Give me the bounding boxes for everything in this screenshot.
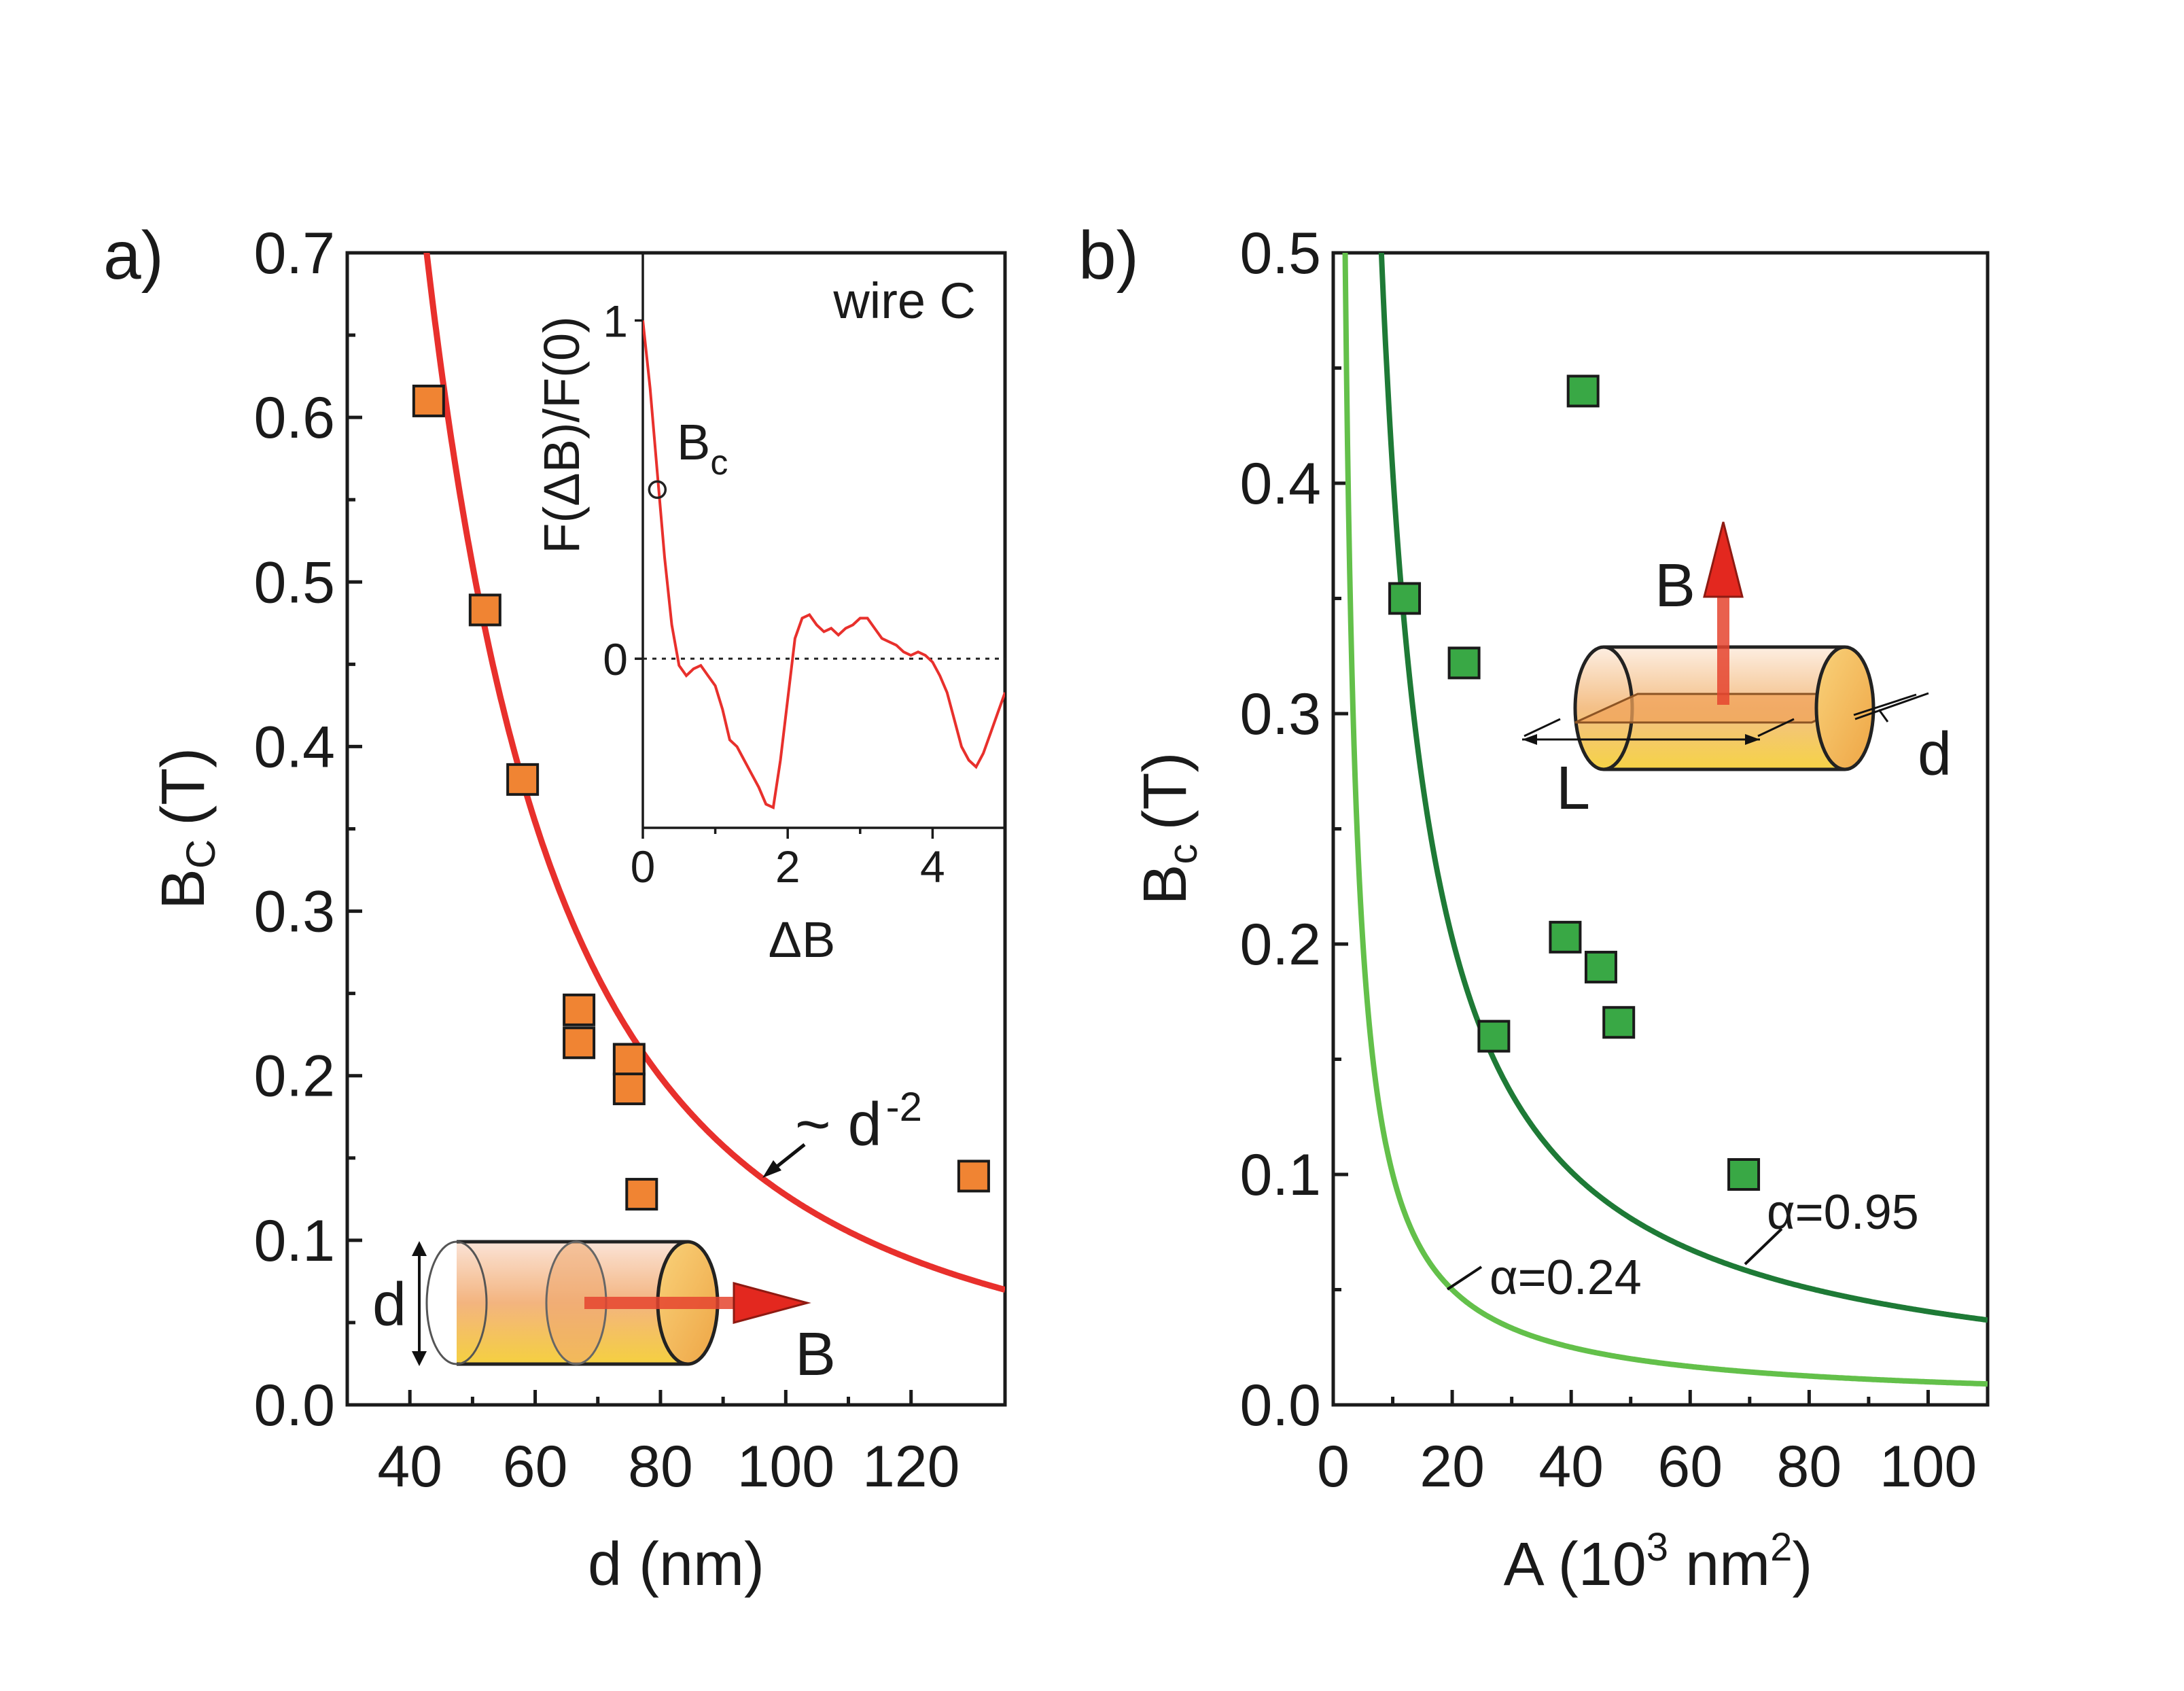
x-tick-label: 40 xyxy=(377,1434,442,1499)
panel-a-y-axis-title: BC(T) xyxy=(149,748,224,909)
panel-b-plot-frame xyxy=(1331,251,1990,1407)
data-point xyxy=(1602,1006,1636,1039)
data-point xyxy=(563,993,596,1026)
y-tick-label: 0.1 xyxy=(253,1208,335,1274)
y-tick-label: 0.2 xyxy=(253,1044,335,1109)
wire-b-field-shaft xyxy=(1717,595,1729,705)
inset-bc-label: Bc xyxy=(677,414,728,483)
data-point xyxy=(1549,920,1582,954)
alpha-024-leader xyxy=(1446,1266,1483,1291)
power-law-label: ~ d -2 xyxy=(795,1084,922,1159)
x-tick-label: 100 xyxy=(1880,1434,1977,1499)
y-tick-label: 0.4 xyxy=(253,714,335,780)
wire-b-field-arrow-icon xyxy=(1703,521,1744,598)
wire-a-field-shaft xyxy=(584,1297,734,1309)
data-point xyxy=(412,384,445,417)
wire-b-field-label: B xyxy=(1655,552,1695,620)
y-tick-label: 0.5 xyxy=(253,550,335,615)
y-tick-label: 0.3 xyxy=(253,879,335,945)
y-tick-label: 0.1 xyxy=(1239,1143,1321,1208)
diameter-b-dimension-icon xyxy=(1854,692,1929,720)
panel-a-wire-sketch: d B xyxy=(372,1240,836,1389)
inset-x-axis-title: ΔB xyxy=(769,911,836,968)
x-tick-label: 80 xyxy=(1777,1434,1842,1499)
wire-b-right-end xyxy=(1814,645,1875,771)
x-tick-label: 80 xyxy=(628,1434,693,1499)
inset-ticks: 0 2 4 0 1 xyxy=(603,296,945,892)
wire-b-diameter-label: d xyxy=(1918,720,1952,788)
x-tick-label: 120 xyxy=(862,1434,960,1499)
wire-a-left-end xyxy=(425,1240,488,1365)
data-point xyxy=(1447,646,1481,680)
data-point xyxy=(612,1073,646,1106)
wire-a-field-arrow-icon xyxy=(733,1282,811,1324)
wire-a-field-label: B xyxy=(795,1321,836,1389)
panel-b-wire-sketch: B L d xyxy=(1522,521,1952,822)
panel-b-y-axis-title: Bc(T) xyxy=(1131,752,1205,905)
panel-a-label: a) xyxy=(103,217,164,294)
x-tick-label: 60 xyxy=(503,1434,568,1499)
inset-x-tick-label: 4 xyxy=(920,841,945,892)
panel-b-label: b) xyxy=(1078,217,1139,294)
data-point xyxy=(612,1043,646,1076)
data-point xyxy=(468,593,501,627)
inset-y-tick-label: 0 xyxy=(603,634,628,684)
wire-a-diameter-label: d xyxy=(372,1271,406,1339)
panel-a-x-axis-title: d (nm) xyxy=(588,1531,764,1599)
inset-x-tick-label: 0 xyxy=(631,841,656,892)
inset-y-axis-title: F(ΔB)/F(0) xyxy=(533,316,590,553)
panel-a-markers xyxy=(412,384,990,1211)
y-tick-label: 0.0 xyxy=(1239,1373,1321,1438)
inset-bc-marker xyxy=(648,480,667,500)
y-tick-label: 0.5 xyxy=(1239,221,1321,286)
data-point xyxy=(1477,1019,1511,1053)
inset-x-tick-label: 2 xyxy=(775,841,800,892)
panel-b: b) 0.0 0.1 0.2 0.3 0.4 0.5 0 20 40 60 80 100 Bc(T)… xyxy=(1078,217,1990,1599)
wire-b-length-label: L xyxy=(1556,754,1590,822)
x-tick-label: 20 xyxy=(1420,1434,1485,1499)
alpha-095-leader xyxy=(1744,1227,1783,1266)
data-point xyxy=(957,1160,990,1193)
panel-b-x-axis-title: A (103 nm2) xyxy=(1504,1525,1813,1599)
power-law-arrowhead-icon xyxy=(762,1160,781,1178)
y-tick-label: 0.2 xyxy=(1239,912,1321,977)
data-point xyxy=(1727,1158,1761,1191)
inset-title: wire C xyxy=(832,273,976,329)
panel-a-inset: 0 2 4 0 1 Bc wire C F(ΔB)/F(0) ΔB xyxy=(533,253,1005,968)
y-tick-label: 0.4 xyxy=(1239,451,1321,517)
panel-a-power-law-annotation: ~ d -2 xyxy=(762,1084,922,1178)
x-tick-label: 40 xyxy=(1538,1434,1604,1499)
panel-a-fit-curve xyxy=(423,253,1005,1293)
panel-a: a) 0.00.10.20.30.40.50.60.7 40 60 80 100 120… xyxy=(103,217,1007,1599)
panel-b-markers xyxy=(1388,374,1761,1191)
x-tick-label: 0 xyxy=(1317,1434,1350,1499)
alpha-024-label: α=0.24 xyxy=(1490,1251,1642,1305)
data-point xyxy=(506,763,540,796)
panel-b-curve-alpha-024 xyxy=(1342,253,1988,1387)
panel-b-y-ticks: 0.0 0.1 0.2 0.3 0.4 0.5 xyxy=(1239,221,1348,1438)
panel-a-x-ticks: 40 60 80 100 120 xyxy=(377,1390,959,1499)
y-tick-label: 0.7 xyxy=(253,221,335,286)
inset-curve xyxy=(643,320,1005,810)
data-point xyxy=(625,1178,658,1211)
panel-b-curve-labels: α=0.95 α=0.24 xyxy=(1446,1185,1919,1305)
data-point xyxy=(563,1026,596,1060)
panel-b-x-ticks: 0 20 40 60 80 100 xyxy=(1317,1390,1977,1499)
data-point xyxy=(1584,950,1617,983)
y-tick-label: 0.3 xyxy=(1239,682,1321,747)
inset-y-tick-label: 1 xyxy=(603,296,628,347)
y-tick-label: 0.6 xyxy=(253,385,335,451)
data-point xyxy=(1388,582,1422,615)
x-tick-label: 60 xyxy=(1657,1434,1723,1499)
data-point xyxy=(1566,374,1600,408)
panel-a-y-ticks: 0.0 0.1 0.2 0.3 0.4 0.5 0.6 0.7 xyxy=(253,221,362,1438)
alpha-095-label: α=0.95 xyxy=(1767,1185,1919,1240)
x-tick-label: 100 xyxy=(737,1434,835,1499)
y-tick-label: 0.0 xyxy=(253,1373,335,1438)
panel-b-curve-alpha-095 xyxy=(1378,253,1988,1323)
